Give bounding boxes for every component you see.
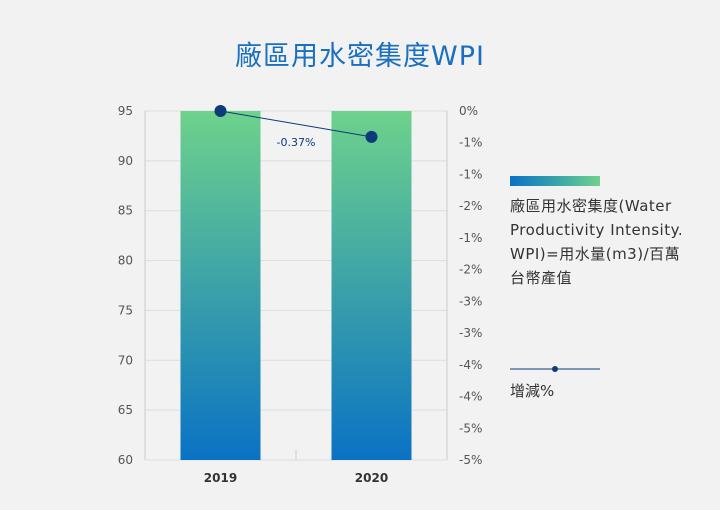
x-axis-tick-label: 2019 [204, 471, 237, 485]
left-axis-tick-label: 75 [118, 303, 133, 317]
right-axis-tick-label: -5% [459, 453, 482, 467]
left-axis-tick-label: 80 [118, 254, 133, 268]
legend-line-swatch [510, 366, 600, 372]
left-axis-tick-label: 60 [118, 453, 133, 467]
bar [331, 111, 412, 460]
right-axis-tick-label: 0% [459, 104, 478, 118]
left-axis-tick-label: 90 [118, 154, 133, 168]
legend-line-marker [552, 366, 558, 372]
right-axis-tick-label: -4% [459, 358, 482, 372]
right-axis-tick-label: -3% [459, 326, 482, 340]
left-axis-tick-label: 95 [118, 104, 133, 118]
legend-bar-label: 廠區用水密集度(Water Productivity Intensity. WP… [510, 194, 710, 290]
right-axis-tick-label: -3% [459, 294, 482, 308]
bar [180, 111, 261, 460]
legend-bar-label-line: 廠區用水密集度(Water [510, 197, 672, 215]
line-point [365, 130, 378, 143]
right-axis-tick-label: -4% [459, 390, 482, 404]
right-axis-tick-label: -1% [459, 231, 482, 245]
legend-line-label: 增減% [510, 382, 555, 400]
right-axis-tick-label: -2% [459, 263, 482, 277]
line-segment [220, 110, 372, 138]
legend-bar-swatch [510, 176, 600, 186]
x-axis-tick-label: 2020 [355, 471, 388, 485]
right-axis-tick-label: -5% [459, 421, 482, 435]
right-axis-tick-label: -2% [459, 199, 482, 213]
change-annotation: -0.37% [277, 136, 316, 149]
chart-title: 廠區用水密集度WPI [235, 41, 485, 72]
legend-bar-label-line: 台幣產值 [510, 269, 573, 287]
left-axis-tick-label: 65 [118, 403, 133, 417]
line-point [214, 105, 227, 117]
legend-bar-label-line: Productivity Intensity. [510, 221, 684, 239]
right-axis-tick-label: -1% [459, 167, 482, 181]
legend-bar-label-line: WPI)=用水量(m3)/百萬 [510, 245, 681, 263]
right-axis-tick-label: -1% [459, 136, 482, 150]
left-axis-tick-label: 85 [118, 204, 133, 218]
left-axis-tick-label: 70 [118, 353, 133, 367]
